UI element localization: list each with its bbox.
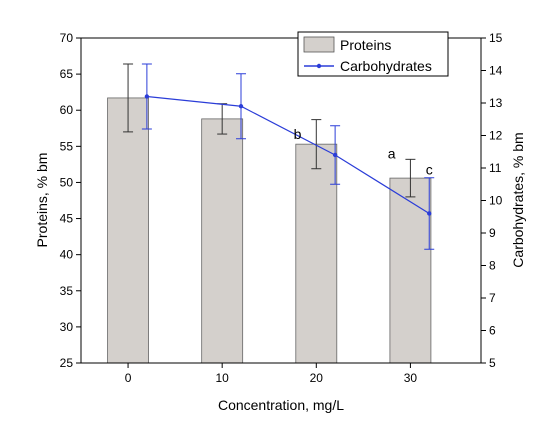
y-right-tick-label: 13 xyxy=(489,96,503,110)
legend: Proteins Carbohydrates xyxy=(297,31,449,77)
point-carbohydrates xyxy=(427,211,432,216)
y-right-tick-label: 6 xyxy=(489,324,496,338)
legend-swatch-proteins xyxy=(303,36,335,53)
x-tick-label: 20 xyxy=(310,371,324,385)
y-left-axis-title: Proteins, % bm xyxy=(34,153,50,248)
error-bar-proteins xyxy=(123,63,134,133)
legend-label-carbohydrates: Carbohydrates xyxy=(340,58,432,74)
y-left-tick-label: 40 xyxy=(60,248,74,262)
bar-proteins xyxy=(389,177,432,364)
y-left-tick-label: 50 xyxy=(60,175,74,189)
line-carbohydrates xyxy=(146,95,430,215)
legend-label-proteins: Proteins xyxy=(340,37,391,53)
bar-proteins xyxy=(107,97,149,364)
y-right-tick-label: 8 xyxy=(489,259,496,273)
error-bars-layer xyxy=(123,63,416,198)
y-left-tick-label: 55 xyxy=(60,139,74,153)
y-right-axis-title: Carbohydrates, % bm xyxy=(510,132,526,267)
y-right-tick-label: 9 xyxy=(489,226,496,240)
y-right-tick-label: 7 xyxy=(489,291,496,305)
annotation-label: b xyxy=(294,126,302,142)
bars-layer xyxy=(107,97,432,364)
y-right-tick-label: 10 xyxy=(489,194,503,208)
y-left-tick-label: 45 xyxy=(60,212,74,226)
point-carbohydrates xyxy=(332,152,338,158)
y-right-tick-label: 11 xyxy=(489,161,502,175)
annotations-layer: b a c xyxy=(294,126,433,178)
y-right-tick-label: 12 xyxy=(489,129,503,143)
error-bar-proteins xyxy=(311,119,322,170)
bar-proteins xyxy=(201,118,244,364)
y-left-tick-label: 35 xyxy=(60,284,74,298)
x-tick-label: 30 xyxy=(404,371,418,385)
y-right-tick-label: 15 xyxy=(489,31,503,45)
bar-proteins xyxy=(295,143,338,364)
error-bar-proteins xyxy=(405,158,416,198)
y-left-tick-label: 70 xyxy=(60,31,74,45)
carbohydrates-line-layer xyxy=(141,63,435,250)
y-right-tick-label: 5 xyxy=(489,356,496,370)
x-axis-title: Concentration, mg/L xyxy=(218,397,344,413)
annotation-label: c xyxy=(426,162,433,178)
x-tick-label: 10 xyxy=(215,371,229,385)
annotation-label: a xyxy=(388,145,396,161)
x-tick-label: 0 xyxy=(125,371,132,385)
y-left-tick-label: 25 xyxy=(60,356,74,370)
axes-layer: 25 30 35 40 45 50 55 60 65 70 5 6 7 8 9 10 11 12 13 14 15 0 10… xyxy=(60,31,503,385)
y-left-tick-label: 30 xyxy=(60,320,74,334)
y-left-tick-label: 60 xyxy=(60,103,74,117)
point-carbohydrates xyxy=(238,104,244,109)
y-right-tick-label: 14 xyxy=(489,64,503,78)
y-left-tick-label: 65 xyxy=(60,67,74,81)
point-carbohydrates xyxy=(144,94,150,99)
legend-marker-carbohydrates xyxy=(316,63,322,69)
